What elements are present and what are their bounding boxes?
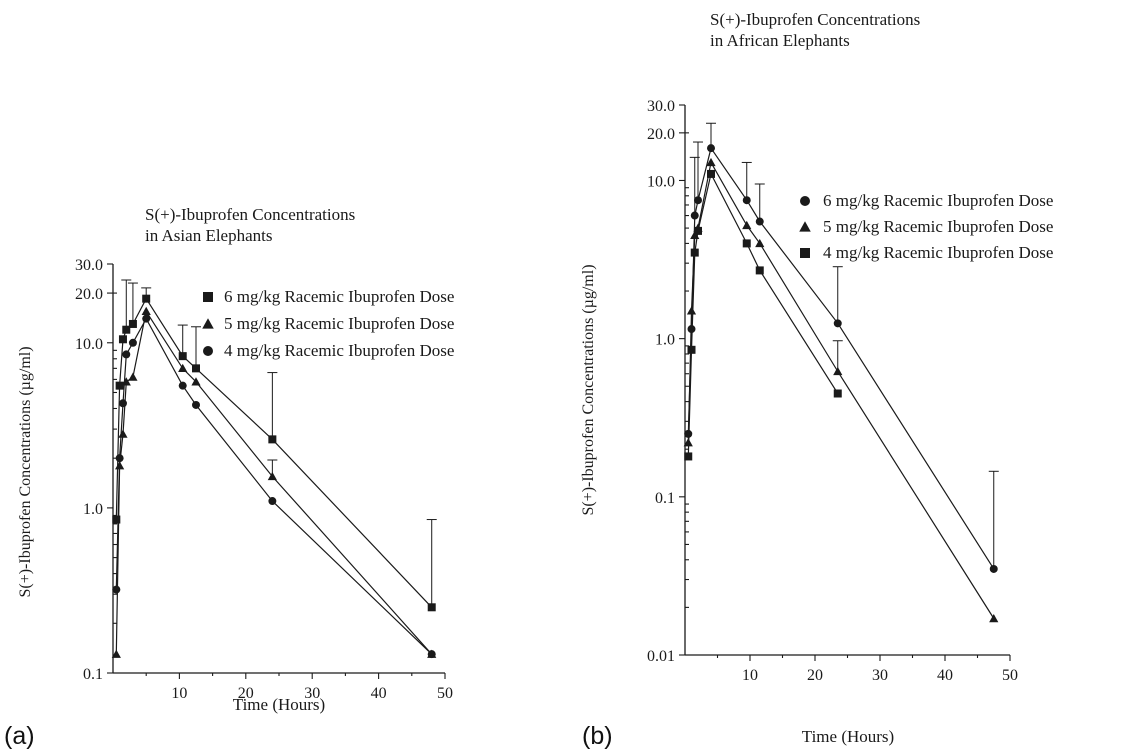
data-point: [706, 157, 716, 167]
data-point: [687, 345, 696, 354]
x-tick-label: 40: [371, 685, 387, 702]
legend-entry-label: 6 mg/kg Racemic Ibuprofen Dose: [224, 287, 454, 306]
data-point: [694, 226, 702, 235]
data-point: [142, 314, 151, 323]
y-tick-label: 0.1: [655, 490, 675, 507]
data-point: [128, 319, 137, 328]
data-point: [707, 169, 715, 178]
data-point: [833, 389, 842, 398]
data-point: [118, 399, 127, 408]
data-point: [989, 564, 998, 573]
x-tick-label: 20: [238, 685, 254, 702]
legend-marker: [799, 221, 811, 232]
x-axis-label: Time (Hours): [233, 695, 325, 714]
y-tick-label: 0.1: [83, 666, 103, 683]
data-point: [112, 515, 121, 524]
x-tick-label: 30: [304, 685, 320, 702]
data-point: [141, 306, 151, 316]
y-tick-label: 30.0: [75, 257, 103, 274]
data-point: [694, 196, 702, 205]
chart-title-line: in Asian Elephants: [145, 226, 272, 245]
legend-entry-label: 5 mg/kg Racemic Ibuprofen Dose: [224, 314, 454, 333]
data-point: [686, 306, 697, 315]
data-point: [427, 650, 436, 659]
legend-entry-label: 5 mg/kg Racemic Ibuprofen Dose: [823, 217, 1053, 236]
chart-a: S(+)-Ibuprofen Concentrations in Asian El…: [4, 205, 454, 750]
y-tick-label: 10.0: [647, 173, 675, 190]
data-point: [690, 248, 699, 257]
legend-marker: [203, 292, 213, 302]
data-point: [115, 454, 124, 463]
chart-title-line: in African Elephants: [710, 31, 850, 50]
legend-entry-label: 6 mg/kg Racemic Ibuprofen Dose: [823, 191, 1053, 210]
series-line-2: [687, 172, 839, 457]
data-point: [707, 144, 715, 153]
series-line-0: [115, 297, 433, 608]
data-point: [192, 400, 200, 409]
data-point: [690, 211, 699, 220]
legend-marker: [203, 346, 213, 356]
data-point: [118, 335, 127, 344]
data-point: [178, 381, 187, 390]
y-tick-label: 1.0: [655, 332, 675, 349]
x-axis-label: Time (Hours): [802, 727, 894, 746]
data-point: [989, 613, 999, 623]
data-point: [684, 452, 693, 461]
data-point: [122, 325, 131, 334]
chart-title-line: S(+)-Ibuprofen Concentrations: [145, 205, 355, 224]
x-tick-label: 10: [171, 685, 187, 702]
data-point: [178, 363, 188, 373]
data-point: [755, 217, 764, 226]
data-point: [755, 238, 765, 248]
x-tick-label: 50: [1002, 667, 1018, 684]
legend-entry-label: 4 mg/kg Racemic Ibuprofen Dose: [224, 341, 454, 360]
legend-marker: [800, 196, 810, 206]
data-point: [742, 196, 751, 205]
data-point: [122, 350, 131, 359]
data-point: [833, 366, 843, 376]
data-point: [191, 377, 201, 386]
data-point: [111, 649, 121, 658]
series-line-1: [115, 309, 433, 655]
y-tick-label: 20.0: [647, 126, 675, 143]
y-tick-label: 30.0: [647, 98, 675, 115]
data-point: [268, 435, 277, 444]
y-axis-label: S(+)-Ibuprofen Concentrations (µg/ml): [17, 346, 34, 597]
data-point: [833, 319, 842, 328]
data-point: [128, 372, 138, 381]
y-tick-label: 1.0: [83, 501, 103, 518]
y-axis-label: S(+)-Ibuprofen Concentrations (µg/ml): [580, 264, 597, 515]
data-point: [178, 352, 187, 361]
x-tick-label: 20: [807, 667, 823, 684]
x-tick-label: 50: [437, 685, 453, 702]
data-point: [112, 585, 121, 594]
panel-label: (b): [582, 722, 613, 750]
y-tick-label: 10.0: [75, 336, 103, 353]
chart-title-line: S(+)-Ibuprofen Concentrations: [710, 10, 920, 29]
x-tick-label: 30: [872, 667, 888, 684]
series-line-2: [115, 317, 433, 655]
data-point: [115, 381, 124, 390]
x-tick-label: 10: [742, 667, 758, 684]
data-point: [427, 603, 436, 612]
x-tick-label: 40: [937, 667, 953, 684]
panel-label: (a): [4, 722, 35, 750]
data-point: [267, 471, 277, 481]
data-point: [742, 220, 752, 230]
legend-entry-label: 4 mg/kg Racemic Ibuprofen Dose: [823, 243, 1053, 262]
data-point: [268, 497, 277, 506]
y-tick-label: 0.01: [647, 648, 675, 665]
data-point: [755, 266, 764, 275]
legend-marker: [800, 248, 810, 258]
data-point: [128, 338, 137, 347]
data-point: [142, 294, 151, 303]
chart-b: S(+)-Ibuprofen Concentrations in African …: [580, 10, 1053, 750]
y-tick-label: 20.0: [75, 286, 103, 303]
legend-marker: [202, 318, 214, 329]
data-point: [742, 239, 751, 248]
data-point: [192, 364, 200, 373]
